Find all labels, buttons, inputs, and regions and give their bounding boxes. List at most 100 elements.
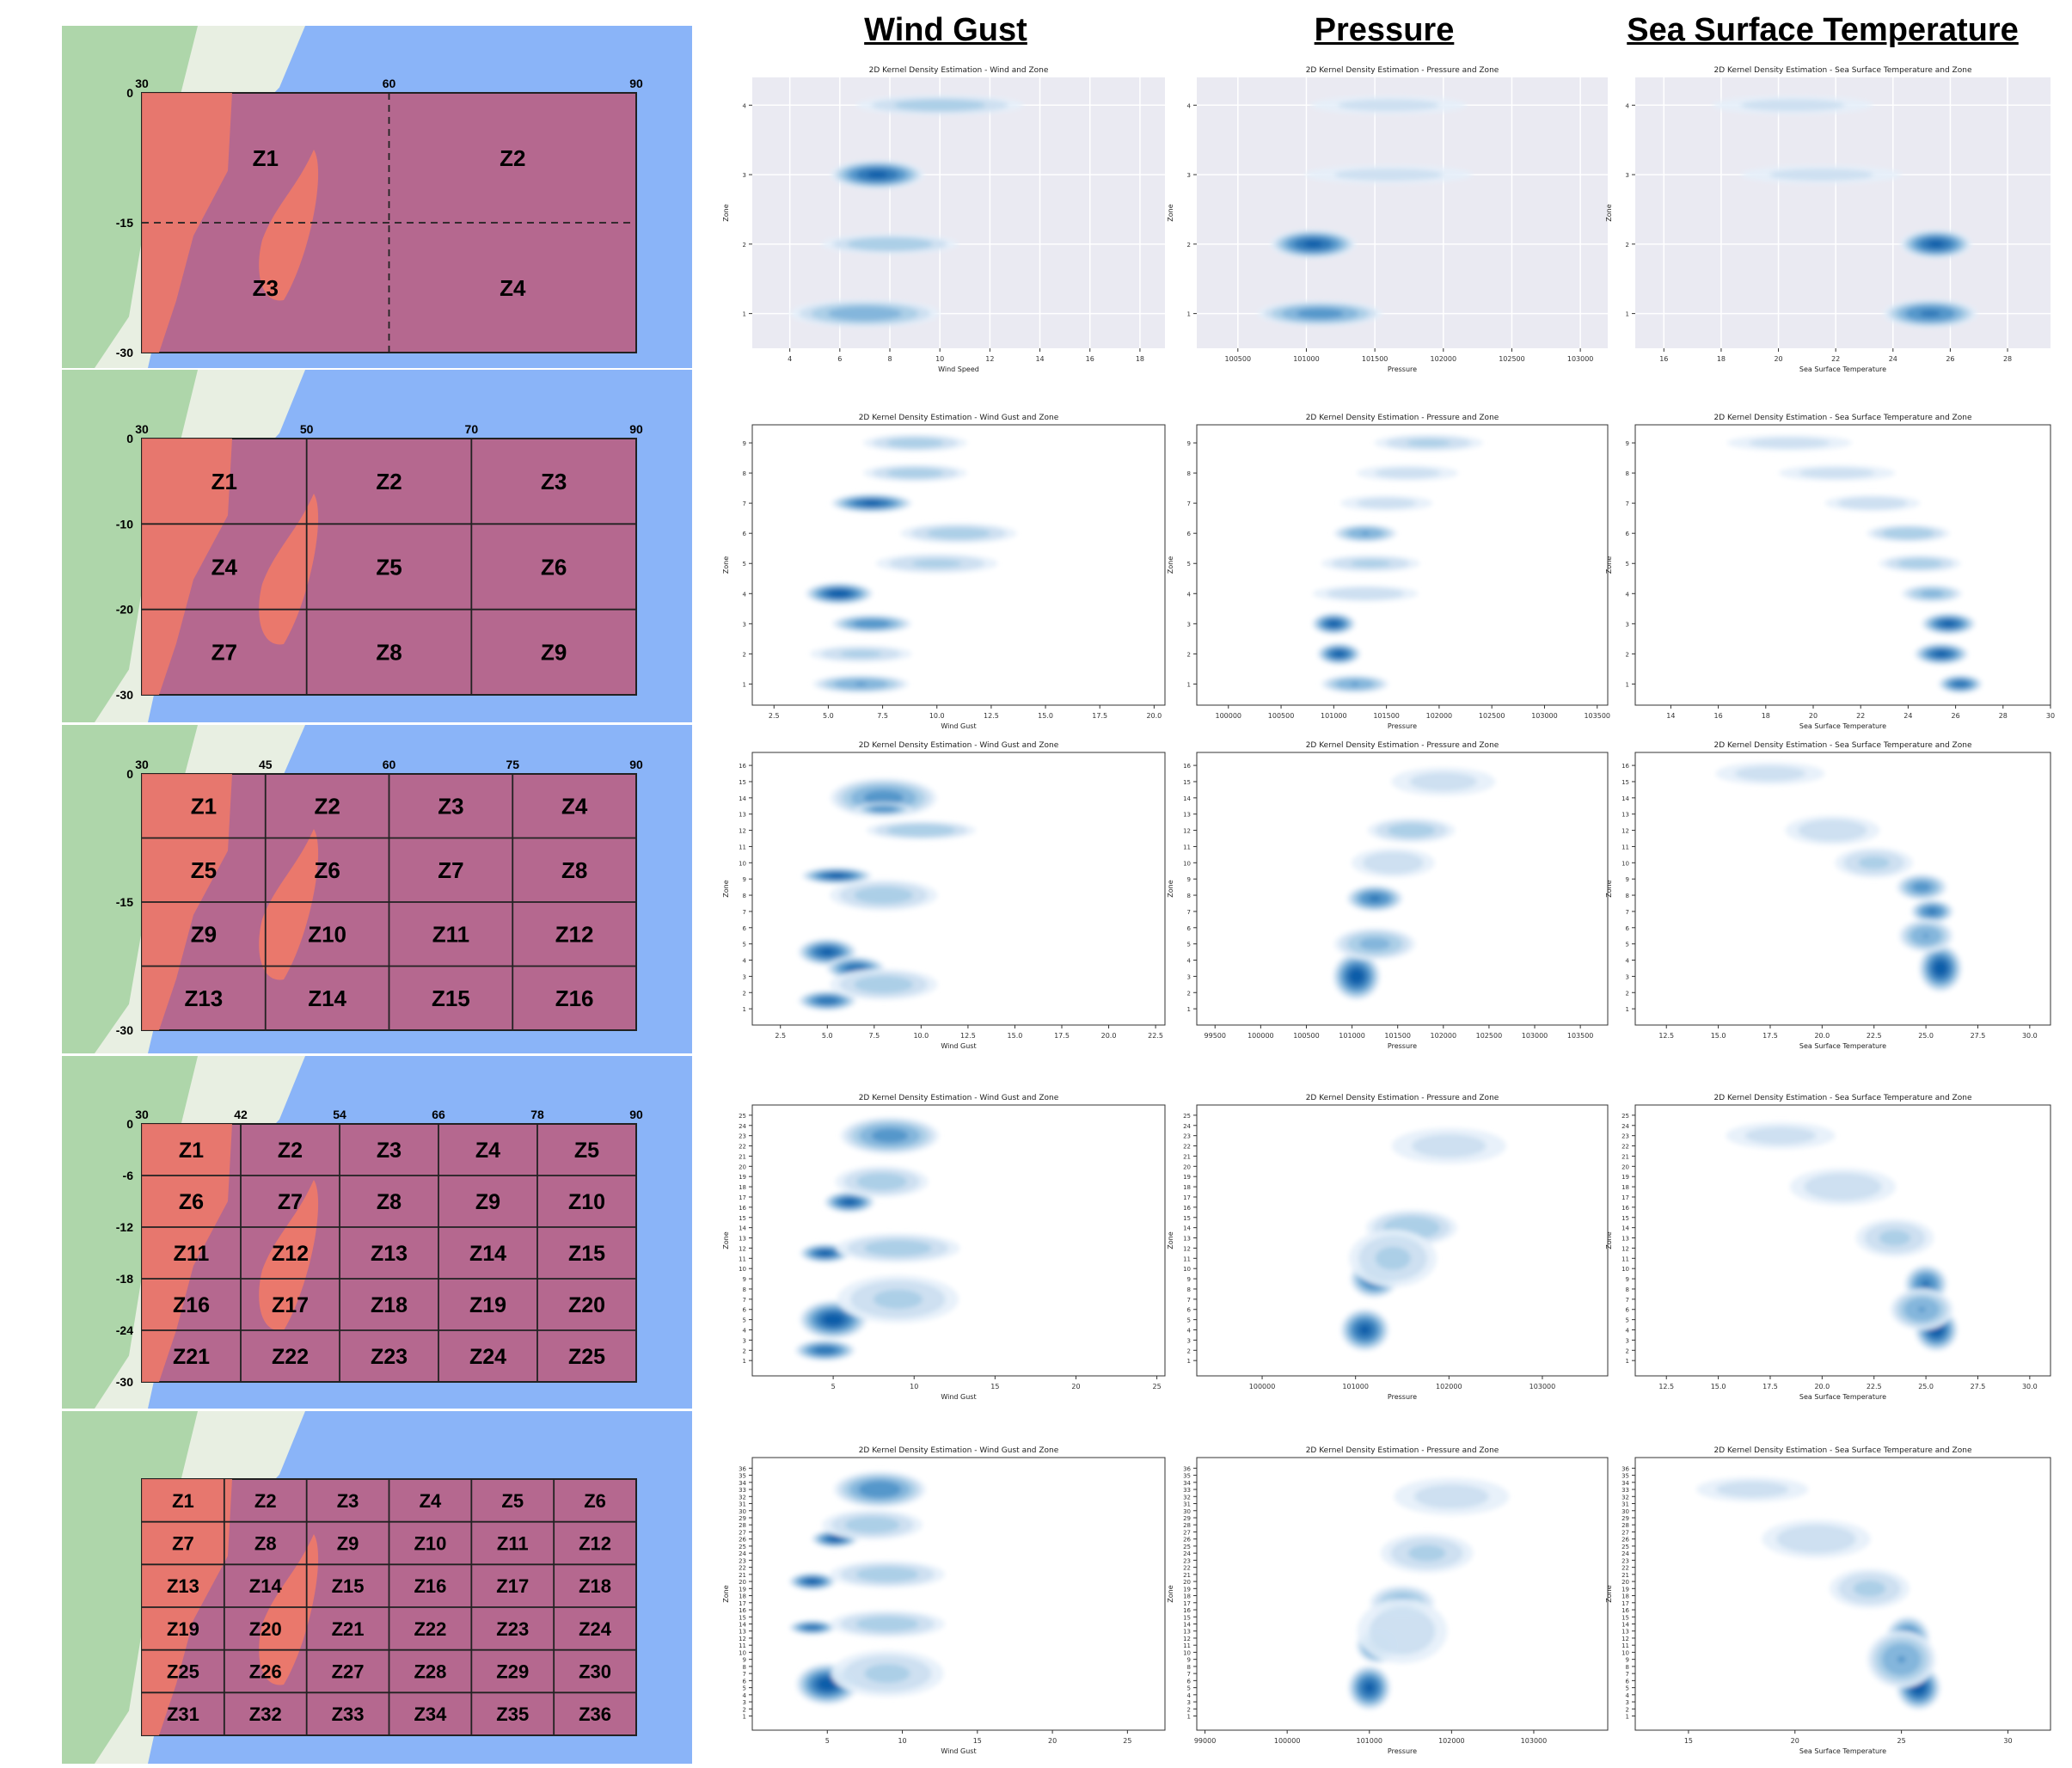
- y-tick-label: 7: [743, 1297, 746, 1304]
- chart-title: 2D Kernel Density Estimation - Wind and …: [869, 66, 1049, 75]
- y-tick-label: 8: [1626, 470, 1629, 477]
- density-contour: [1928, 241, 1944, 248]
- y-tick-label: 7: [1187, 1671, 1191, 1678]
- y-tick-label: 4: [1626, 1692, 1630, 1699]
- y-tick-label: 15: [1183, 1614, 1191, 1621]
- y-tick-label: 19: [1183, 1586, 1191, 1593]
- zone-label: Z1: [172, 1490, 194, 1512]
- y-tick-label: 21: [739, 1153, 746, 1160]
- x-tick-label: 102000: [1426, 712, 1453, 720]
- density-contour: [1413, 1484, 1489, 1509]
- density-contour: [1375, 1246, 1411, 1270]
- latitude-tick: -6: [123, 1169, 134, 1182]
- y-tick-label: 15: [739, 1215, 746, 1222]
- x-axis-label: Sea Surface Temperature: [1799, 1747, 1886, 1755]
- density-layer: [1311, 434, 1483, 694]
- zone-label: Z10: [414, 1532, 446, 1554]
- kde-chart-6: 14 16 18 20 22 24 26 28 30 1 2 3 4 5 6 7 8 9 2D Kernel Den…: [1605, 414, 2055, 730]
- density-contour: [827, 306, 902, 321]
- x-tick-label: 28: [1999, 712, 2008, 720]
- y-tick-label: 3: [1626, 973, 1629, 980]
- y-tick-label: 30: [1183, 1508, 1191, 1515]
- y-tick-label: 35: [739, 1473, 746, 1480]
- longitude-tick: 78: [530, 1108, 544, 1121]
- x-tick-label: 100000: [1215, 712, 1241, 720]
- y-tick-label: 3: [743, 1699, 746, 1706]
- x-tick-label: 2.5: [769, 712, 780, 720]
- zone-label: Z28: [414, 1661, 446, 1682]
- zone-label: Z2: [254, 1490, 277, 1512]
- y-tick-label: 14: [1621, 795, 1629, 802]
- y-tick-label: 29: [1621, 1515, 1629, 1522]
- density-contour: [847, 237, 933, 251]
- x-tick-label: 18: [1762, 712, 1770, 720]
- x-tick-label: 99500: [1205, 1032, 1226, 1040]
- y-tick-label: 9: [743, 1276, 746, 1283]
- density-contour: [1349, 968, 1364, 984]
- x-tick-label: 7.5: [868, 1032, 880, 1040]
- density-contour: [1942, 621, 1955, 627]
- y-tick-label: 11: [1621, 1255, 1629, 1262]
- density-contour: [822, 1313, 844, 1326]
- y-tick-label: 14: [739, 1225, 746, 1232]
- y-tick-label: 1: [1187, 1714, 1191, 1721]
- x-tick-label: 102500: [1476, 1032, 1503, 1040]
- x-tick-label: 102000: [1438, 1737, 1465, 1745]
- y-tick-label: 8: [743, 1664, 746, 1671]
- y-tick-label: 8: [743, 893, 746, 899]
- y-tick-label: 7: [1626, 909, 1629, 916]
- zone-label: Z7: [438, 857, 463, 883]
- x-tick-label: 6: [837, 355, 842, 363]
- y-axis-label: Zone: [1167, 1231, 1174, 1249]
- latitude-tick: -30: [116, 346, 133, 359]
- plot-area: [1634, 1104, 2051, 1377]
- x-tick-label: 15: [1684, 1737, 1693, 1745]
- y-tick-label: 26: [1183, 1537, 1191, 1544]
- y-tick-label: 23: [1621, 1557, 1629, 1564]
- density-contour: [1409, 772, 1477, 791]
- y-tick-label: 4: [743, 958, 747, 965]
- chart-title: 2D Kernel Density Estimation - Sea Surfa…: [1714, 741, 1972, 750]
- y-tick-label: 23: [1183, 1133, 1191, 1140]
- y-tick-label: 11: [739, 844, 746, 850]
- y-tick-label: 20: [1183, 1163, 1191, 1170]
- y-axis-label: Zone: [1605, 1585, 1613, 1602]
- x-tick-label: 18: [1136, 355, 1144, 363]
- x-tick-label: 30: [2046, 712, 2055, 720]
- y-tick-label: 17: [1621, 1600, 1629, 1607]
- y-tick-label: 3: [1187, 1699, 1191, 1706]
- y-tick-label: 12: [1621, 1636, 1629, 1642]
- y-tick-label: 5: [743, 561, 746, 568]
- zone-label: Z12: [555, 922, 594, 948]
- latitude-tick: -18: [116, 1272, 133, 1286]
- density-contour: [1368, 895, 1382, 902]
- x-tick-label: 8: [887, 355, 892, 363]
- y-tick-label: 2: [743, 1347, 746, 1354]
- x-tick-label: 100500: [1293, 1032, 1320, 1040]
- coastal-overlay: [142, 93, 232, 353]
- latitude-tick: -15: [116, 895, 133, 909]
- y-axis-label: Zone: [722, 556, 730, 574]
- y-tick-label: 4: [743, 591, 747, 598]
- zone-map-5: Z1 Z2 Z3 Z4 Z5 Z6 Z7 Z8 Z9 Z10 Z11 Z12 Z13 Z14 Z15 Z16 Z…: [62, 1411, 692, 1764]
- x-tick-label: 100500: [1268, 712, 1295, 720]
- y-tick-label: 2: [743, 242, 746, 249]
- density-contour: [1374, 468, 1441, 479]
- y-tick-label: 26: [739, 1537, 746, 1544]
- density-contour: [1882, 527, 1934, 539]
- longitude-tick: 30: [135, 77, 149, 90]
- y-tick-label: 12: [1183, 1245, 1191, 1252]
- y-tick-label: 25: [1621, 1113, 1629, 1120]
- y-tick-label: 20: [739, 1163, 746, 1170]
- y-tick-label: 10: [1183, 1649, 1191, 1656]
- density-contour: [1879, 1230, 1911, 1246]
- density-contour: [1297, 309, 1344, 319]
- density-contour: [1351, 560, 1391, 568]
- kde-chart-4: 2.5 5.0 7.5 10.0 12.5 15.0 17.5 20.0 1 2 3 4 5 6 7 8 9 2D…: [722, 414, 1166, 730]
- x-tick-label: 12.5: [960, 1032, 976, 1040]
- zone-label: Z3: [337, 1490, 359, 1512]
- x-tick-label: 25.0: [1918, 1032, 1934, 1040]
- x-tick-label: 5: [831, 1383, 836, 1390]
- density-contour: [1359, 937, 1391, 950]
- y-tick-label: 8: [743, 470, 746, 477]
